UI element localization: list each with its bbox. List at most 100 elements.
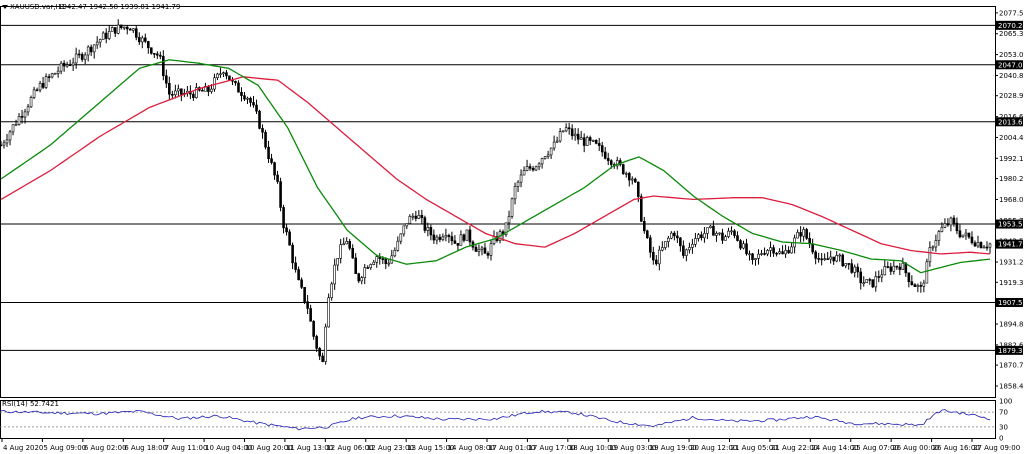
candle [450,231,454,246]
candle [988,242,992,254]
candle-body [811,243,814,253]
candle [582,133,586,153]
candle [552,135,556,151]
candle-body [68,64,72,67]
candle [47,73,51,83]
candle-body [537,163,541,168]
candle-body [453,240,457,244]
candle [883,260,887,276]
time-axis: 4 Aug 2020 5 Aug 09:006 Aug 02:006 Aug 18… [1,439,1020,452]
candle-body [633,178,637,183]
candle-body [778,251,781,254]
candle-body [682,245,685,256]
triangle-down-icon[interactable] [2,5,8,9]
candle [736,231,739,242]
candle-body [150,47,153,54]
candle [315,334,318,352]
candle-body [62,62,66,67]
candle-body [228,75,231,81]
candle [655,255,658,266]
candle [288,229,291,246]
candle [682,240,685,259]
candle-body [585,137,589,146]
candle-body [730,230,733,233]
candle-body [922,282,926,287]
rsi-tick-label: 70 [999,409,1008,417]
candle [928,241,932,267]
candle [23,108,27,124]
candle [934,234,938,252]
candle [922,279,926,293]
candle [225,69,228,80]
candle-body [438,236,442,240]
candle [859,267,863,290]
candle [402,225,406,237]
candle [961,234,965,238]
candle [107,25,111,41]
candle-body [345,241,348,245]
candle-body [134,28,138,38]
candle-body [543,156,547,159]
main-plot[interactable] [0,19,995,365]
candle-body [727,230,730,237]
candle [907,272,911,288]
candle-body [125,26,129,30]
candle-body [799,232,802,237]
candle [877,270,881,283]
candle-body [351,247,355,259]
candle [835,251,838,263]
candle [255,99,258,115]
candle [363,264,367,285]
candle-body [222,72,225,75]
candle-body [531,167,535,171]
candle-body [171,93,174,96]
candle-body [988,243,992,248]
candle [267,140,270,163]
candle [721,228,724,245]
candle [360,275,364,285]
candle [525,159,529,172]
candle [153,53,156,58]
candle [453,235,457,245]
candle [630,176,634,185]
candle [916,283,920,293]
candle-body [856,266,860,273]
price-tick-label: 2040.80 [999,72,1024,80]
candle-body [50,73,54,78]
candle-body [609,160,613,165]
rsi-plot[interactable] [0,409,995,431]
candle-body [35,89,39,92]
candle-body [375,256,379,263]
candle [459,230,463,246]
candle-body [946,223,950,226]
candle [573,127,577,141]
candle-body [916,285,920,287]
candle-body [976,242,980,247]
candle [549,147,553,159]
price-tick-label: 1870.70 [999,362,1024,370]
candle [513,182,517,205]
candle-body [156,53,159,56]
candle [889,262,893,275]
candle-body [859,271,863,284]
candle [330,281,333,301]
time-tick-label: 6 Aug 18:00 [124,444,167,452]
candle [342,237,345,246]
candle [820,253,823,266]
price-level-label: 1941.79 [998,241,1024,249]
candle-body [444,235,448,238]
candle [159,51,162,60]
candle [249,96,252,107]
candle-body [32,89,36,98]
candle [952,215,956,227]
candle-body [225,72,228,77]
candle [465,229,469,241]
candle [579,131,583,140]
candle-body [339,244,342,259]
candle [50,72,54,79]
candle [805,227,808,240]
candle [673,231,676,241]
candle [754,258,757,266]
candle [757,249,760,265]
